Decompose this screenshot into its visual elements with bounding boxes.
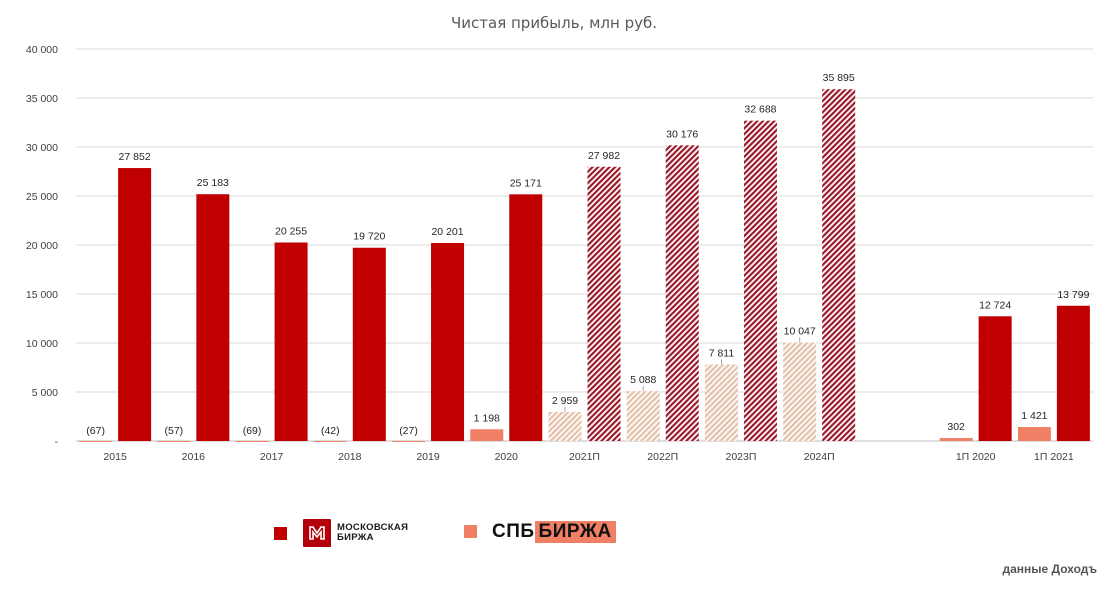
y-tick-label: - [55, 436, 59, 448]
bar-spb [548, 412, 582, 441]
x-tick-label: 2020 [495, 451, 519, 463]
x-tick-label: 1П 2021 [1034, 451, 1074, 463]
y-tick-label: 30 000 [26, 142, 58, 154]
data-label-moex: 20 255 [275, 226, 307, 238]
data-label-spb: (67) [86, 425, 105, 437]
x-tick-label: 2016 [182, 451, 206, 463]
data-label-spb: (57) [165, 425, 184, 437]
x-tick-label: 2018 [338, 451, 362, 463]
x-tick-label: 2023П [726, 451, 757, 463]
x-tick-label: 2021П [569, 451, 600, 463]
data-label-moex: 25 183 [197, 177, 229, 189]
bar-moex [196, 194, 230, 441]
data-label-moex: 13 799 [1057, 289, 1089, 301]
x-tick-label: 2024П [804, 451, 835, 463]
data-label-moex: 25 171 [510, 177, 542, 189]
bar-moex [274, 242, 308, 441]
bar-moex [665, 145, 699, 441]
bar-moex [587, 166, 621, 441]
bar-spb [470, 429, 504, 441]
data-label-spb: 302 [947, 421, 965, 433]
bar-spb [626, 391, 660, 441]
legend-logo-spb: СПБ БИРЖА [492, 520, 616, 544]
data-label-spb: 7 811 [709, 347, 735, 359]
data-labels: (67) 27 852 (57) 25 183 (69) 20 255 (42) 19 720… [86, 72, 1089, 437]
bar-spb [783, 342, 817, 441]
data-label-spb: (42) [321, 425, 340, 437]
y-tick-label: 10 000 [26, 338, 58, 350]
y-axis: - 5 000 10 000 15 000 20 000 25 000 30 000 35 0… [26, 44, 59, 448]
bar-spb [313, 441, 347, 442]
gridlines [76, 48, 1093, 442]
y-tick-label: 35 000 [26, 93, 58, 105]
data-label-moex: 27 852 [119, 151, 151, 163]
moex-logo-icon [303, 519, 331, 547]
bar-moex [352, 247, 386, 441]
data-label-moex: 35 895 [823, 72, 855, 84]
x-tick-label: 2017 [260, 451, 284, 463]
bar-moex [978, 316, 1012, 441]
bar-spb [1017, 427, 1051, 441]
source-note: данные Доходъ [1002, 562, 1097, 576]
data-label-spb: (27) [399, 425, 418, 437]
bar-moex [822, 89, 856, 441]
moex-logo-text: МОСКОВСКАЯ БИРЖА [337, 522, 409, 543]
bar-moex [118, 168, 152, 441]
legend-swatch-moex [274, 527, 287, 540]
x-tick-label: 2022П [647, 451, 678, 463]
bar-spb [704, 364, 738, 441]
data-label-spb: 2 959 [552, 395, 578, 407]
data-label-moex: 27 982 [588, 150, 620, 162]
data-label-spb: (69) [243, 425, 262, 437]
y-tick-label: 40 000 [26, 44, 58, 56]
bar-spb [939, 438, 973, 441]
x-tick-label: 2019 [416, 451, 440, 463]
x-tick-label: 2015 [103, 451, 127, 463]
x-axis: 2015 2016 2017 2018 2019 2020 2021П 2022П 2023П 2… [103, 451, 1073, 463]
bar-moex [509, 194, 543, 441]
data-label-moex: 32 688 [744, 104, 776, 116]
data-label-spb: 10 047 [784, 326, 816, 338]
spb-logo-text-b: БИРЖА [534, 521, 616, 543]
bar-spb [392, 441, 426, 442]
legend-logo-moex: МОСКОВСКАЯ БИРЖА [303, 518, 423, 548]
bar-moex [431, 243, 465, 441]
y-tick-label: 25 000 [26, 191, 58, 203]
data-label-moex: 30 176 [666, 128, 698, 140]
data-label-moex: 19 720 [353, 231, 385, 243]
bar-moex [743, 120, 777, 442]
bar-spb [235, 441, 269, 442]
bar-moex [1056, 305, 1090, 441]
y-tick-label: 15 000 [26, 289, 58, 301]
data-label-moex: 20 201 [431, 226, 463, 238]
legend-swatch-spb [464, 525, 477, 538]
data-label-moex: 12 724 [979, 299, 1011, 311]
bars [79, 89, 1090, 442]
data-label-spb: 1 198 [474, 412, 500, 424]
data-label-spb: 5 088 [630, 374, 656, 386]
bar-spb [157, 441, 191, 442]
spb-logo-text-a: СПБ [492, 521, 535, 542]
chart-title: Чистая прибыль, млн руб. [451, 14, 657, 32]
bar-spb [79, 441, 113, 442]
y-tick-label: 20 000 [26, 240, 58, 252]
x-tick-label: 1П 2020 [956, 451, 996, 463]
y-tick-label: 5 000 [32, 387, 58, 399]
data-label-spb: 1 421 [1021, 410, 1047, 422]
